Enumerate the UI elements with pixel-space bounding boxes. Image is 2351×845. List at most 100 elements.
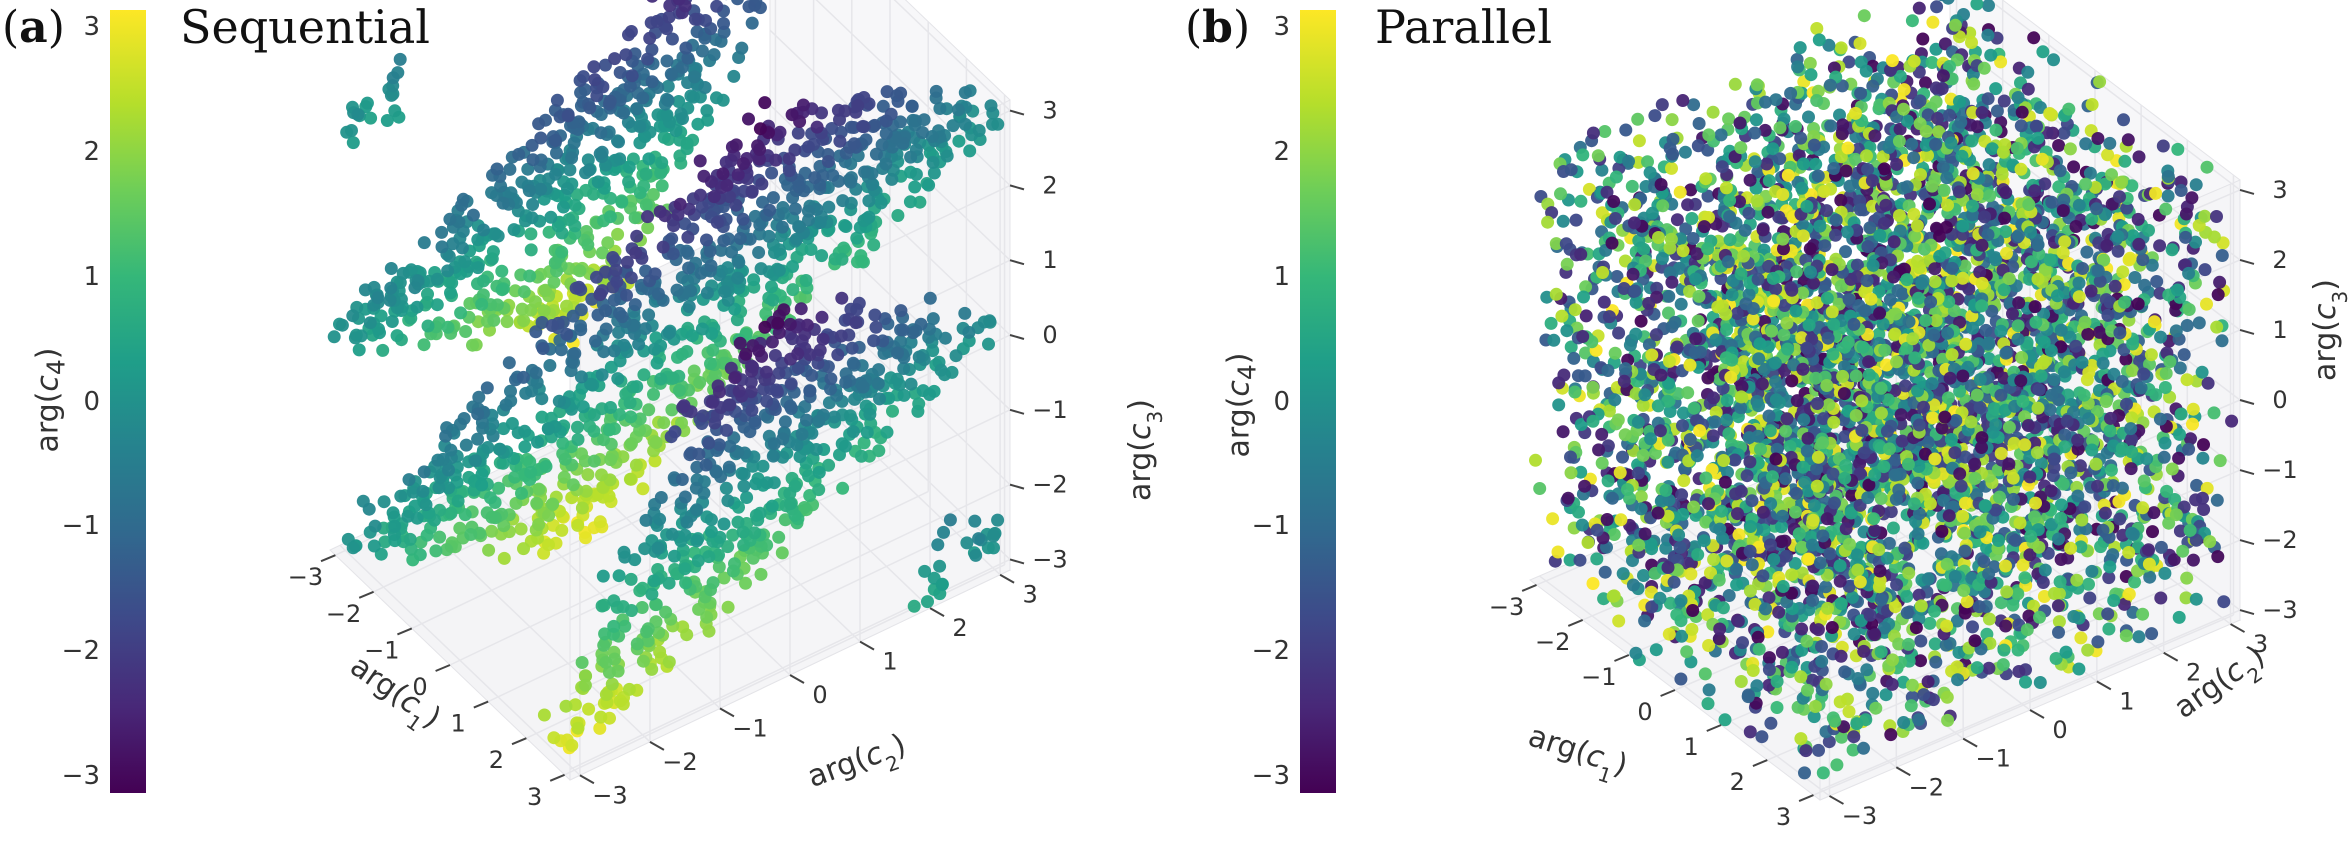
- data-point: [575, 501, 589, 515]
- x-tick-mark: [473, 700, 489, 709]
- data-point: [2091, 635, 2105, 649]
- data-point: [530, 496, 544, 510]
- data-point: [765, 166, 779, 180]
- data-point: [712, 438, 726, 452]
- data-point: [783, 317, 797, 331]
- data-point: [2006, 598, 2020, 612]
- data-point: [576, 70, 590, 84]
- z-tick-mark: [1009, 109, 1025, 116]
- data-point: [618, 619, 632, 633]
- data-point: [605, 677, 619, 691]
- data-point: [617, 338, 631, 352]
- data-point: [884, 107, 898, 121]
- data-point: [675, 271, 689, 284]
- data-point: [896, 323, 910, 337]
- data-point: [678, 490, 692, 504]
- data-point: [499, 398, 513, 412]
- data-point: [571, 518, 585, 532]
- data-point: [459, 325, 473, 338]
- data-point: [352, 343, 366, 357]
- data-point: [700, 233, 713, 247]
- data-point: [691, 554, 705, 568]
- data-point: [563, 163, 577, 177]
- data-point: [891, 346, 904, 360]
- data-point: [752, 246, 766, 259]
- data-point: [417, 338, 431, 352]
- data-point: [537, 304, 551, 318]
- data-point: [775, 546, 789, 560]
- data-point: [662, 576, 676, 590]
- data-point: [433, 530, 447, 544]
- data-point: [469, 454, 482, 468]
- y-axis-label-a: arg(c2): [803, 727, 914, 803]
- data-point: [825, 122, 839, 135]
- data-point: [914, 317, 928, 331]
- data-point: [482, 543, 496, 557]
- data-point: [812, 465, 826, 479]
- data-point: [578, 678, 592, 692]
- colorbar-tick: 0: [83, 386, 100, 417]
- data-point: [571, 420, 584, 434]
- data-point: [1934, 547, 1948, 561]
- data-point: [2210, 320, 2224, 334]
- data-point: [1919, 76, 1932, 90]
- data-point: [687, 90, 700, 104]
- data-point: [739, 576, 752, 590]
- data-point: [693, 154, 707, 168]
- data-point: [581, 153, 595, 167]
- data-point: [630, 102, 644, 116]
- data-point: [1706, 105, 1720, 119]
- data-point: [1925, 56, 1939, 69]
- data-point: [804, 243, 818, 256]
- data-point: [776, 450, 790, 464]
- data-point: [515, 486, 528, 500]
- data-point: [657, 130, 671, 144]
- data-point: [458, 255, 472, 269]
- data-point: [430, 272, 444, 286]
- data-point: [958, 306, 972, 320]
- data-point: [599, 304, 613, 318]
- data-point: [732, 255, 746, 269]
- data-point: [611, 227, 625, 241]
- data-point: [2190, 478, 2204, 492]
- data-point: [512, 147, 526, 161]
- data-point: [852, 296, 866, 310]
- data-point: [702, 436, 716, 450]
- data-point: [791, 126, 805, 140]
- data-point: [1564, 340, 1578, 354]
- data-point: [542, 509, 556, 522]
- data-point: [628, 298, 642, 312]
- data-point: [659, 605, 673, 619]
- data-point: [388, 104, 402, 118]
- data-point: [1982, 352, 1996, 366]
- data-point: [1785, 374, 1799, 388]
- data-point: [982, 337, 995, 351]
- data-point: [791, 347, 805, 361]
- data-point: [346, 136, 360, 150]
- data-point: [768, 349, 782, 362]
- y-tick-label: −3: [592, 781, 627, 809]
- data-point: [690, 503, 704, 517]
- data-point: [1561, 491, 1575, 505]
- data-point: [641, 52, 655, 66]
- data-point: [722, 460, 736, 474]
- data-point: [933, 102, 947, 115]
- data-point: [526, 198, 540, 211]
- data-point: [775, 220, 789, 234]
- data-point: [608, 52, 622, 66]
- data-point: [838, 439, 852, 453]
- data-point: [1982, 158, 1996, 172]
- data-point: [1684, 655, 1698, 669]
- data-point: [653, 205, 667, 219]
- data-point: [794, 302, 808, 316]
- panel-letter-b: (b): [1185, 2, 1251, 53]
- y-tick-mark: [579, 774, 595, 785]
- data-point: [554, 343, 568, 357]
- data-point: [643, 31, 657, 45]
- data-point: [1680, 645, 1694, 659]
- data-point: [862, 210, 876, 224]
- data-point: [1807, 710, 1821, 724]
- z-tick-label: 3: [1042, 97, 1057, 125]
- data-point: [494, 179, 508, 193]
